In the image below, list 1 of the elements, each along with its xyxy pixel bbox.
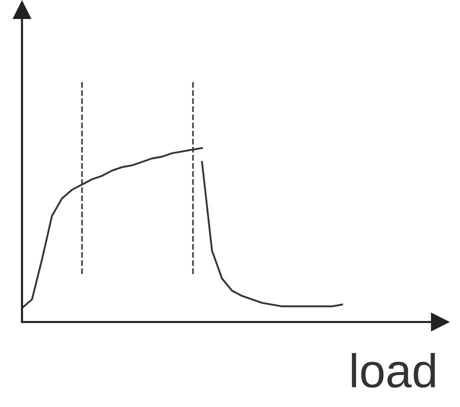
x-axis-title: load [352, 352, 435, 388]
